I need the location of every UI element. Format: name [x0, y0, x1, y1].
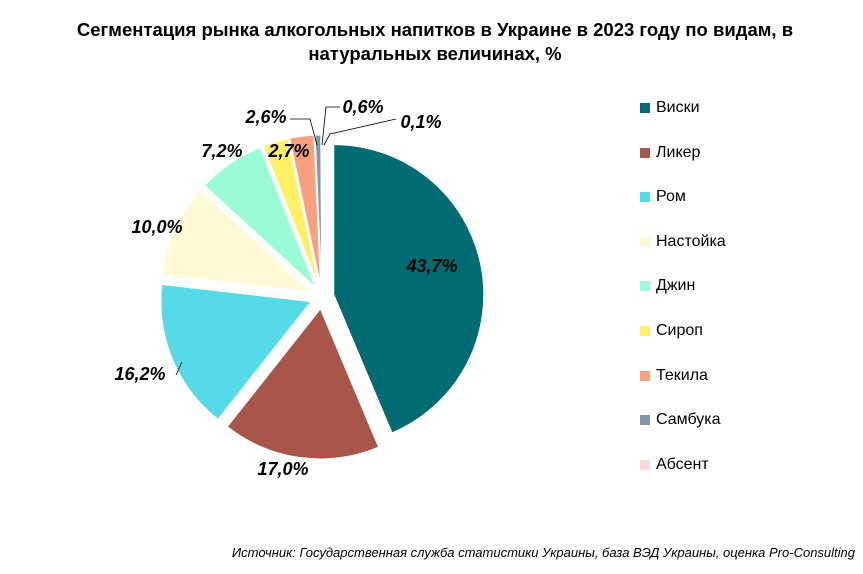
leader-line-8	[321, 106, 340, 146]
legend-label: Сироп	[656, 322, 703, 339]
data-label-5: 7,2%	[201, 141, 242, 161]
legend-item-1: Виски	[640, 98, 700, 118]
pie-slice-9	[320, 134, 323, 286]
legend-label: Ром	[656, 188, 686, 206]
data-label-6: 2,7%	[267, 141, 309, 161]
leader-line-9	[323, 118, 397, 146]
data-label-7: 2,6%	[244, 107, 286, 127]
legend-label: Настойка	[656, 232, 726, 250]
legend-item-5: Джин	[640, 276, 695, 296]
legend-swatch	[640, 147, 650, 158]
pie-slice-2	[226, 307, 380, 460]
legend-swatch	[640, 326, 650, 336]
legend-item-4: Настойка	[640, 232, 726, 252]
legend-swatch	[640, 103, 650, 113]
leader-line-3	[175, 361, 183, 376]
pie-slice-6	[262, 138, 320, 286]
legend-label: Абсент	[656, 455, 709, 473]
data-label-1: 43,7%	[405, 256, 457, 276]
data-label-2: 17,0%	[257, 459, 308, 479]
data-label-9: 0,1%	[400, 112, 441, 132]
legend-label: Джин	[656, 277, 696, 295]
legend-swatch	[640, 281, 650, 292]
legend-label: Виски	[656, 99, 700, 116]
legend-item-2: Ликер	[640, 143, 700, 163]
data-label-4: 10,0%	[131, 217, 182, 237]
chart-title: Сегментация рынка алкогольных напитков в…	[76, 19, 794, 64]
data-label-3: 16,2%	[114, 364, 165, 384]
leader-line-7	[290, 118, 318, 146]
legend-swatch	[640, 415, 650, 426]
legend-item-9: Абсент	[640, 455, 709, 475]
legend-swatch	[640, 236, 650, 247]
legend-item-3: Ром	[640, 187, 686, 207]
legend-swatch	[640, 192, 650, 203]
pie-slice-4	[161, 189, 313, 293]
pie-slice-5	[203, 146, 316, 288]
data-label-8: 0,6%	[342, 97, 383, 117]
legend-label: Самбука	[656, 411, 721, 429]
legend-swatch	[640, 370, 650, 381]
legend-item-7: Текила	[640, 366, 708, 386]
legend-label: Текила	[656, 366, 708, 384]
legend-swatch	[640, 459, 650, 470]
legend-label: Ликер	[656, 143, 701, 161]
source-note: Источник: Государственная служба статист…	[231, 545, 855, 560]
pie-slice-3	[160, 283, 312, 421]
legend-item-6: Сироп	[640, 321, 703, 341]
legend-item-8: Самбука	[640, 410, 721, 430]
pie-slice-1	[333, 144, 485, 434]
pie-slice-7	[289, 134, 321, 286]
